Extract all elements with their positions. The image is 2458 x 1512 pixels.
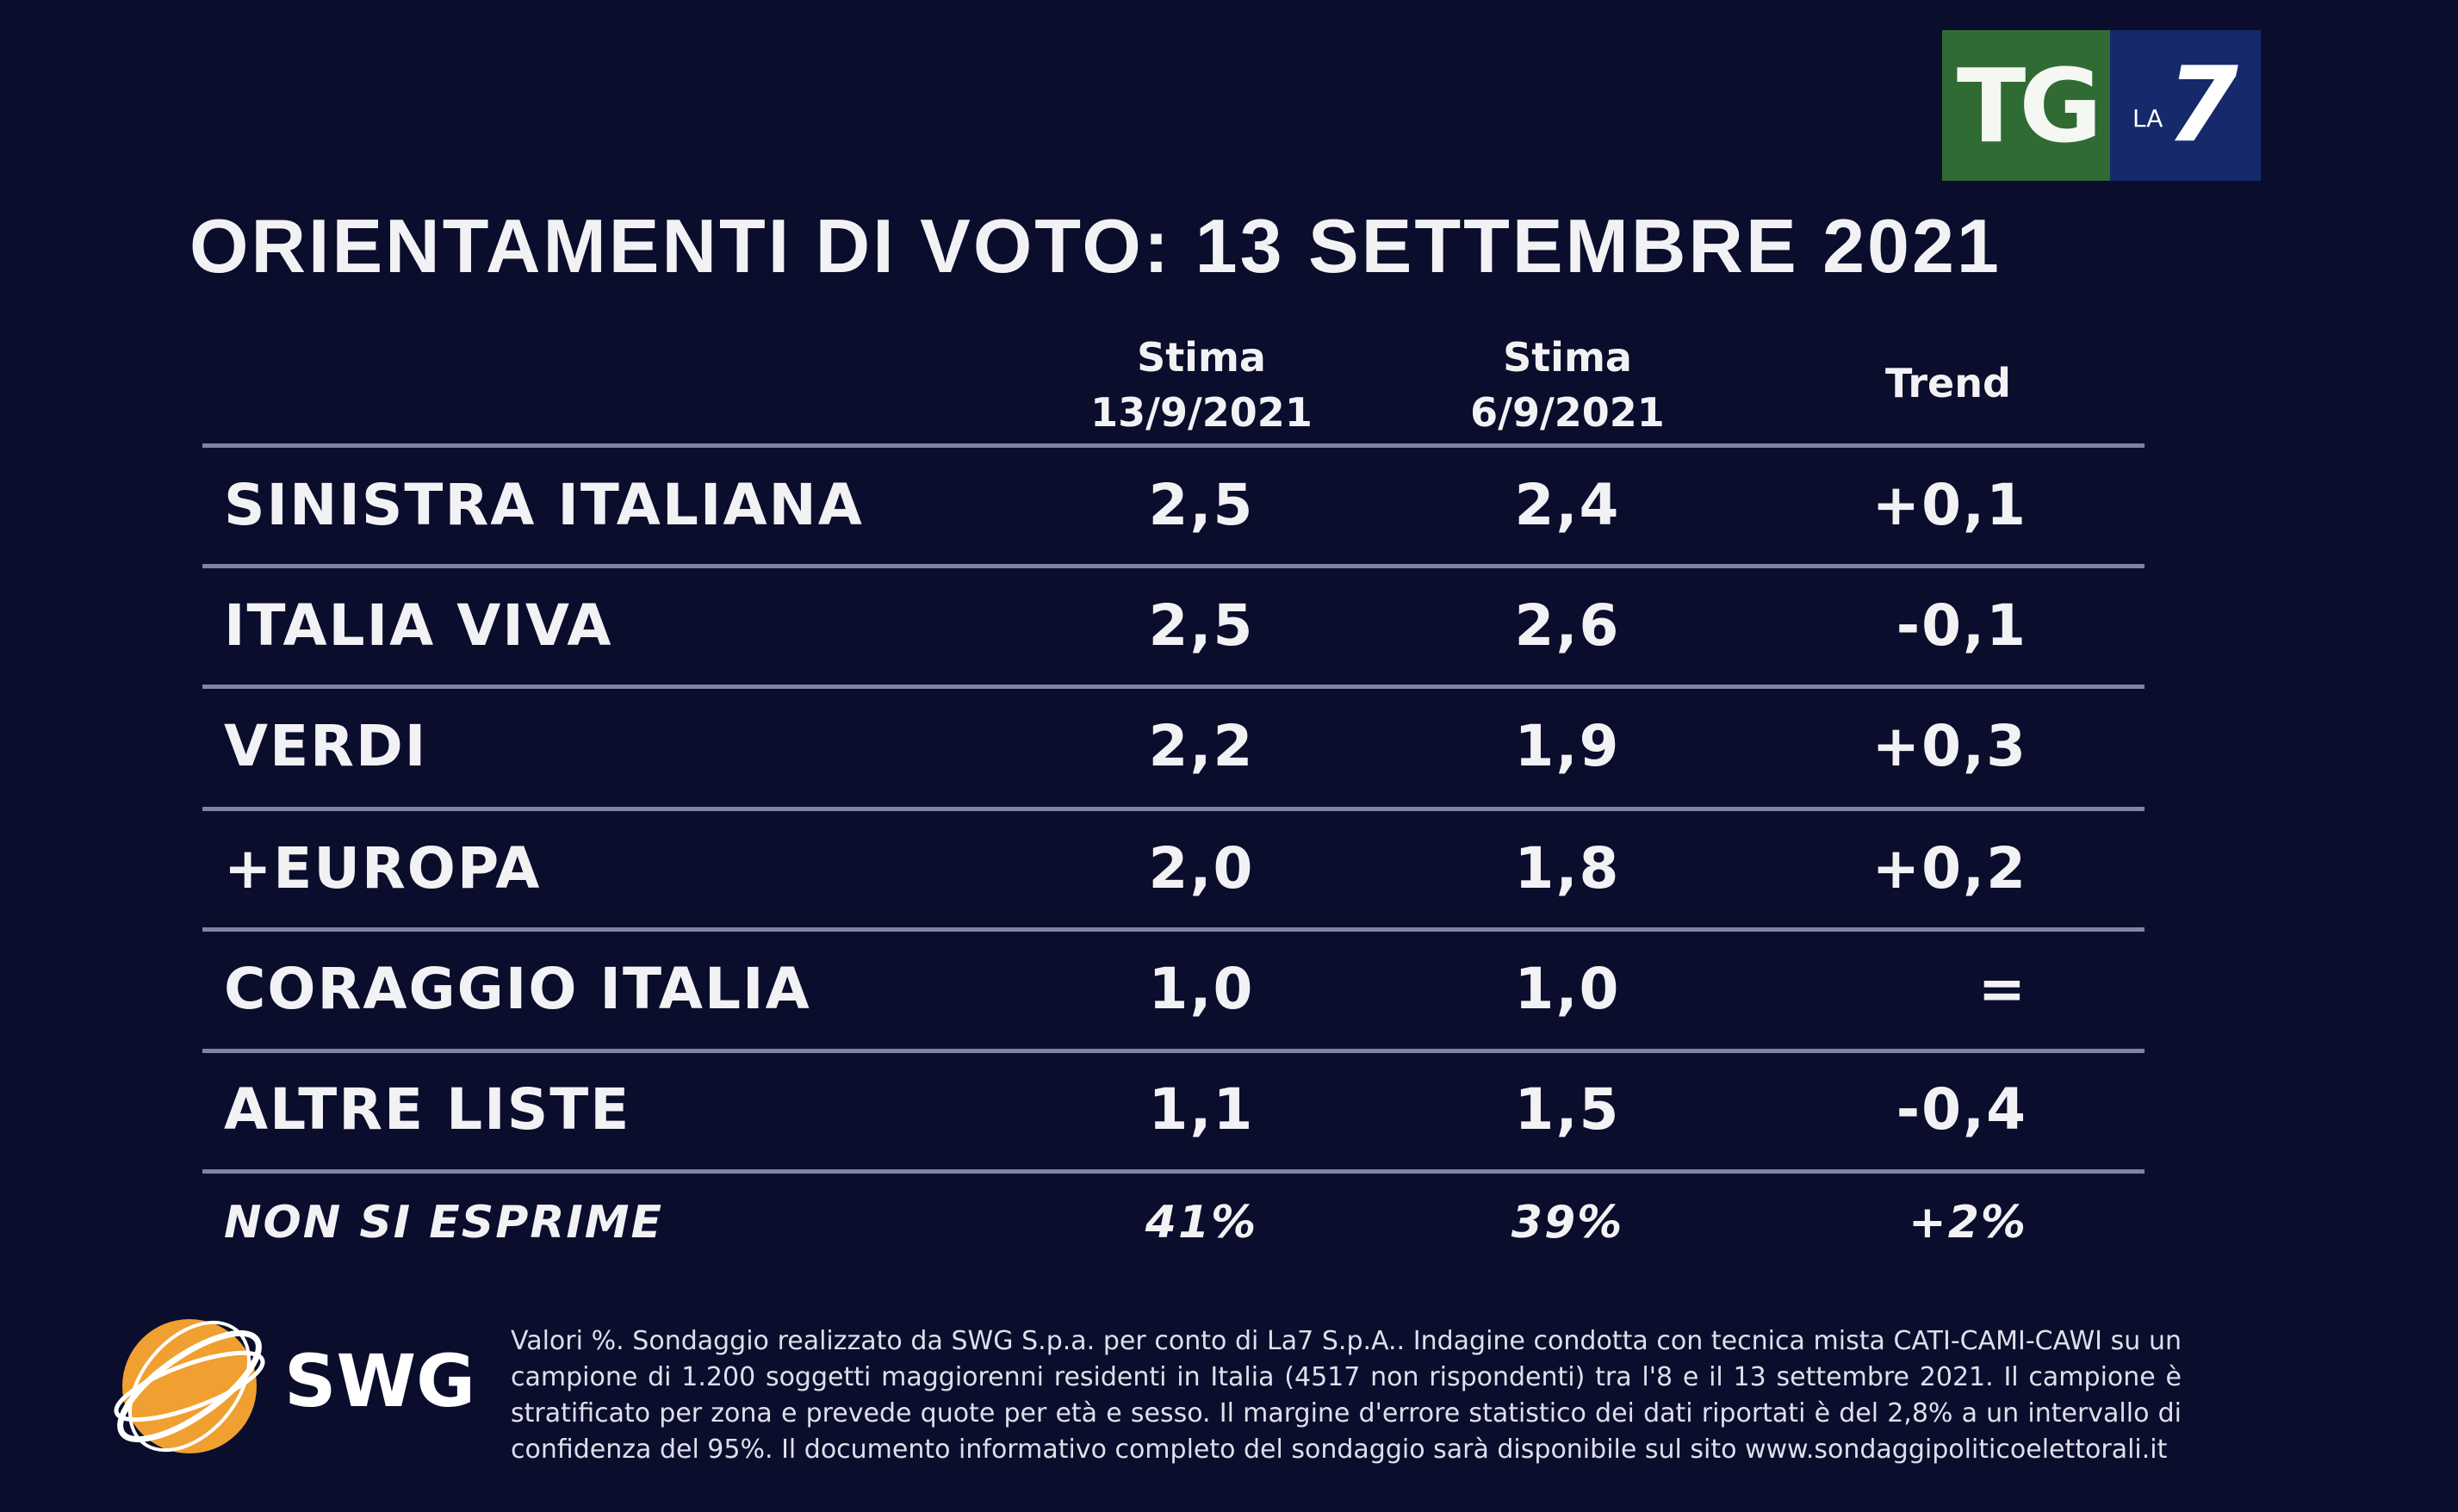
- table-row: CORAGGIO ITALIA 1,0 1,0 =: [0, 956, 2458, 1025]
- header-line: 13/9/2021: [1090, 389, 1313, 436]
- row-divider: [202, 1169, 2145, 1174]
- row-divider: [202, 564, 2145, 568]
- logo-tg: TG: [1942, 30, 2110, 181]
- party-name: CORAGGIO ITALIA: [224, 956, 811, 1022]
- logo-seven: 7: [2166, 46, 2238, 165]
- header-line: 6/9/2021: [1470, 389, 1665, 436]
- table-row: +EUROPA 2,0 1,8 +0,2: [0, 835, 2458, 904]
- estimate-previous: 1,0: [1514, 956, 1621, 1022]
- trend-value: +0,1: [1871, 472, 2027, 538]
- footnote: Valori %. Sondaggio realizzato da SWG S.…: [511, 1326, 2182, 1465]
- trend-value: +0,2: [1871, 835, 2027, 902]
- tg-la7-logo: TG LA 7: [1942, 30, 2261, 181]
- header-line: Trend: [1885, 360, 2011, 406]
- column-header-current: Stima 13/9/2021: [1029, 330, 1374, 440]
- party-name: SINISTRA ITALIANA: [224, 472, 864, 538]
- table-row: VERDI 2,2 1,9 +0,3: [0, 713, 2458, 782]
- header-line: Stima: [1137, 334, 1266, 381]
- party-name: ALTRE LISTE: [224, 1076, 631, 1143]
- column-header-trend: Trend: [1776, 356, 2120, 411]
- table-row: ITALIA VIVA 2,5 2,6 -0,1: [0, 592, 2458, 661]
- estimate-current: 2,2: [1148, 713, 1255, 779]
- column-header-previous: Stima 6/9/2021: [1395, 330, 1740, 440]
- party-name: VERDI: [224, 713, 428, 779]
- estimate-previous: 1,9: [1514, 713, 1621, 779]
- estimate-current: 2,5: [1148, 592, 1255, 659]
- estimate-current: 2,0: [1148, 835, 1255, 902]
- swg-logo-text: SWG: [284, 1339, 476, 1423]
- logo-la7: LA 7: [2110, 30, 2261, 181]
- trend-value: =: [1977, 956, 2027, 1022]
- estimate-previous: 39%: [1511, 1197, 1624, 1249]
- estimate-previous: 2,6: [1514, 592, 1621, 659]
- row-divider: [202, 927, 2145, 932]
- table-row: ALTRE LISTE 1,1 1,5 -0,4: [0, 1076, 2458, 1145]
- swg-globe-logo: [103, 1304, 276, 1472]
- table-row: NON SI ESPRIME 41% 39% +2%: [0, 1197, 2458, 1266]
- party-name: +EUROPA: [224, 835, 542, 902]
- estimate-current: 41%: [1145, 1197, 1258, 1249]
- estimate-current: 1,1: [1148, 1076, 1255, 1143]
- estimate-previous: 2,4: [1514, 472, 1621, 538]
- party-name: NON SI ESPRIME: [224, 1197, 663, 1249]
- estimate-current: 2,5: [1148, 472, 1255, 538]
- logo-la: LA: [2132, 104, 2163, 133]
- party-name: ITALIA VIVA: [224, 592, 613, 659]
- trend-value: -0,1: [1896, 592, 2027, 659]
- row-divider: [202, 685, 2145, 689]
- row-divider: [202, 807, 2145, 811]
- row-divider: [202, 1049, 2145, 1053]
- estimate-previous: 1,5: [1514, 1076, 1621, 1143]
- trend-value: +2%: [1909, 1197, 2027, 1249]
- estimate-current: 1,0: [1148, 956, 1255, 1022]
- estimate-previous: 1,8: [1514, 835, 1621, 902]
- trend-value: +0,3: [1871, 713, 2027, 779]
- header-line: Stima: [1503, 334, 1632, 381]
- trend-value: -0,4: [1896, 1076, 2027, 1143]
- table-row: SINISTRA ITALIANA 2,5 2,4 +0,1: [0, 472, 2458, 541]
- page-title: ORIENTAMENTI DI VOTO: 13 SETTEMBRE 2021: [189, 203, 2002, 288]
- row-divider: [202, 443, 2145, 448]
